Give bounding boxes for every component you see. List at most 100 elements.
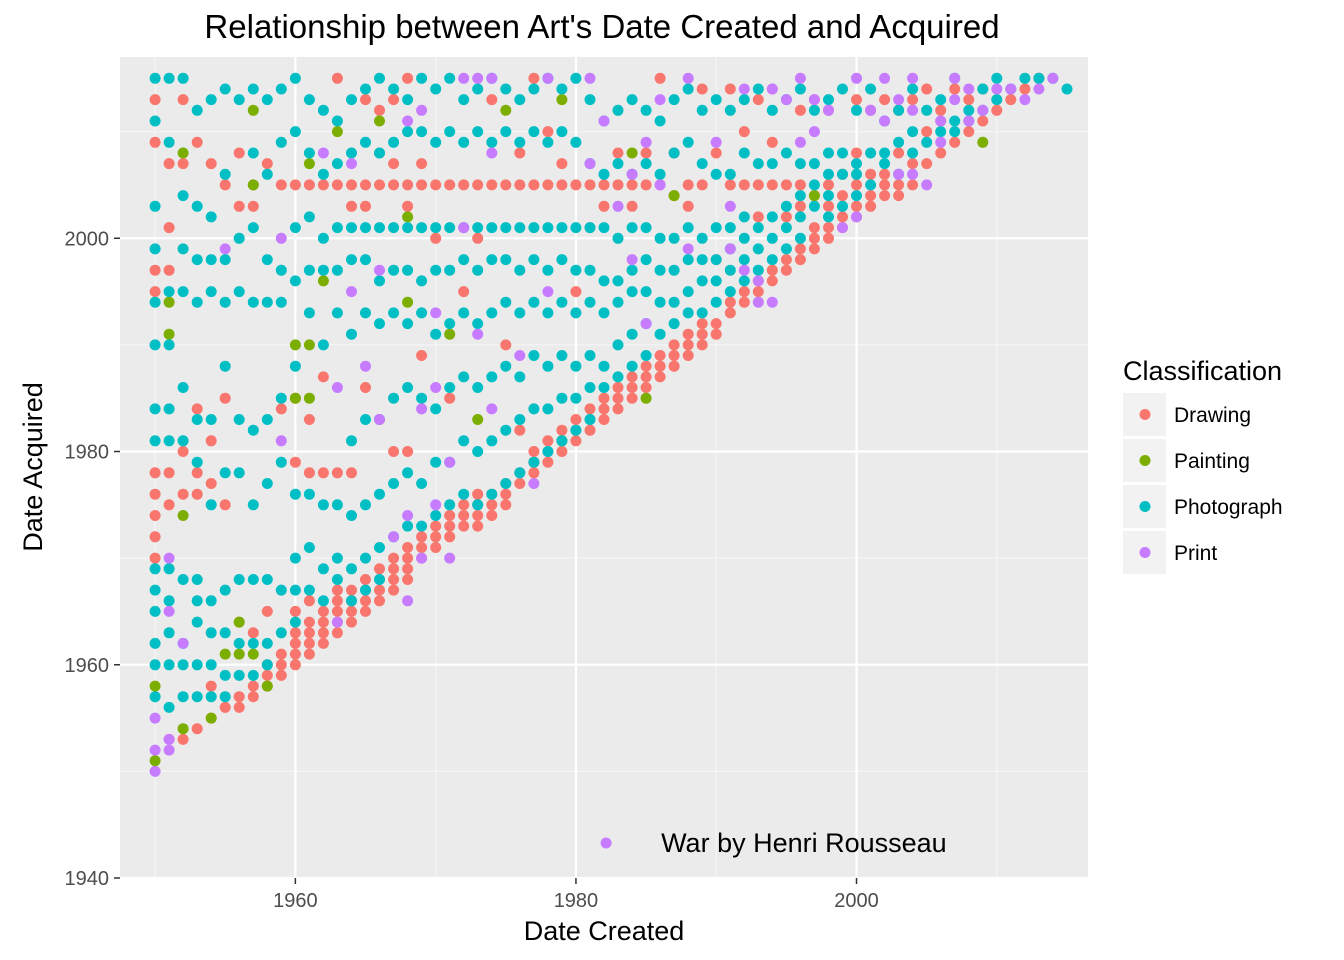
- data-point-photograph: [612, 104, 624, 116]
- annotation: War by Henri Rousseau: [600, 828, 947, 858]
- data-point-photograph: [486, 136, 498, 148]
- data-point-photograph: [261, 296, 273, 308]
- data-point-photograph: [303, 307, 315, 319]
- data-point-print: [752, 275, 764, 287]
- data-point-photograph: [346, 94, 357, 106]
- data-point-painting: [177, 510, 189, 521]
- data-point-drawing: [921, 83, 933, 95]
- data-point-drawing: [331, 72, 343, 84]
- data-point-photograph: [331, 574, 343, 585]
- data-point-drawing: [388, 563, 400, 575]
- data-point-photograph: [430, 456, 442, 468]
- data-point-print: [416, 403, 428, 415]
- data-point-print: [163, 552, 175, 564]
- data-point-drawing: [570, 435, 582, 447]
- data-point-photograph: [444, 222, 456, 234]
- data-point-drawing: [710, 147, 722, 159]
- data-point-photograph: [766, 211, 778, 223]
- data-point-print: [275, 232, 287, 244]
- data-point-photograph: [865, 83, 877, 95]
- data-point-photograph: [808, 104, 820, 116]
- data-point-photograph: [458, 488, 470, 500]
- data-point-photograph: [780, 147, 792, 159]
- data-point-drawing: [444, 179, 456, 191]
- data-point-print: [430, 499, 442, 511]
- data-point-photograph: [738, 232, 750, 244]
- data-point-drawing: [710, 328, 722, 340]
- data-point-print: [486, 147, 498, 159]
- data-point-painting: [247, 179, 259, 191]
- data-point-drawing: [303, 595, 315, 607]
- data-point-drawing: [163, 264, 175, 276]
- data-point-print: [430, 382, 442, 393]
- data-point-print: [907, 104, 919, 116]
- data-point-drawing: [360, 605, 371, 617]
- data-point-photograph: [191, 104, 203, 116]
- data-point-drawing: [458, 499, 470, 511]
- data-point-print: [893, 168, 905, 180]
- data-point-photograph: [1033, 72, 1045, 84]
- data-point-drawing: [331, 179, 343, 191]
- data-point-photograph: [360, 414, 371, 425]
- data-point-photograph: [289, 488, 301, 500]
- data-point-print: [584, 72, 596, 84]
- data-point-photograph: [500, 83, 512, 95]
- data-point-drawing: [317, 637, 329, 649]
- data-point-painting: [317, 275, 329, 287]
- data-point-photograph: [177, 435, 189, 447]
- data-point-drawing: [444, 520, 456, 532]
- data-point-photograph: [402, 222, 414, 234]
- data-point-drawing: [808, 222, 820, 234]
- data-point-photograph: [388, 307, 400, 319]
- data-point-drawing: [907, 158, 919, 170]
- data-point-drawing: [668, 360, 680, 372]
- data-point-print: [935, 115, 947, 127]
- data-point-print: [851, 72, 862, 84]
- data-point-painting: [556, 94, 568, 106]
- data-point-photograph: [724, 264, 736, 276]
- data-point-print: [710, 136, 722, 148]
- data-point-photograph: [205, 94, 217, 106]
- data-point-drawing: [388, 552, 400, 564]
- data-point-drawing: [738, 179, 750, 191]
- data-point-photograph: [570, 360, 582, 372]
- data-point-painting: [149, 680, 161, 692]
- data-point-drawing: [430, 232, 442, 244]
- data-point-photograph: [500, 296, 512, 308]
- data-point-drawing: [486, 179, 498, 191]
- data-point-drawing: [724, 296, 736, 308]
- data-point-painting: [205, 712, 217, 724]
- data-point-drawing: [374, 563, 385, 575]
- data-point-print: [149, 744, 161, 756]
- data-point-photograph: [865, 179, 877, 191]
- data-point-photograph: [346, 435, 357, 447]
- data-point-drawing: [486, 510, 498, 521]
- data-point-drawing: [794, 254, 806, 266]
- data-point-photograph: [837, 200, 848, 212]
- data-point-drawing: [963, 126, 975, 138]
- data-point-drawing: [766, 179, 778, 191]
- data-point-photograph: [275, 264, 287, 276]
- data-point-painting: [500, 104, 512, 116]
- data-point-photograph: [654, 296, 666, 308]
- data-point-drawing: [331, 467, 343, 479]
- data-point-photograph: [191, 200, 203, 212]
- data-point-drawing: [191, 723, 203, 735]
- data-point-drawing: [331, 627, 343, 639]
- data-point-drawing: [191, 136, 203, 148]
- data-point-photograph: [416, 275, 428, 287]
- data-point-photograph: [696, 232, 708, 244]
- data-point-photograph: [275, 627, 287, 639]
- data-point-drawing: [528, 467, 540, 479]
- data-point-print: [472, 328, 484, 340]
- data-point-photograph: [191, 595, 203, 607]
- data-point-photograph: [317, 499, 329, 511]
- data-point-photograph: [851, 104, 862, 116]
- data-point-photograph: [247, 222, 259, 234]
- data-point-photograph: [402, 264, 414, 276]
- data-point-drawing: [402, 72, 414, 84]
- data-point-painting: [233, 648, 245, 660]
- data-point-drawing: [907, 94, 919, 106]
- data-point-photograph: [668, 296, 680, 308]
